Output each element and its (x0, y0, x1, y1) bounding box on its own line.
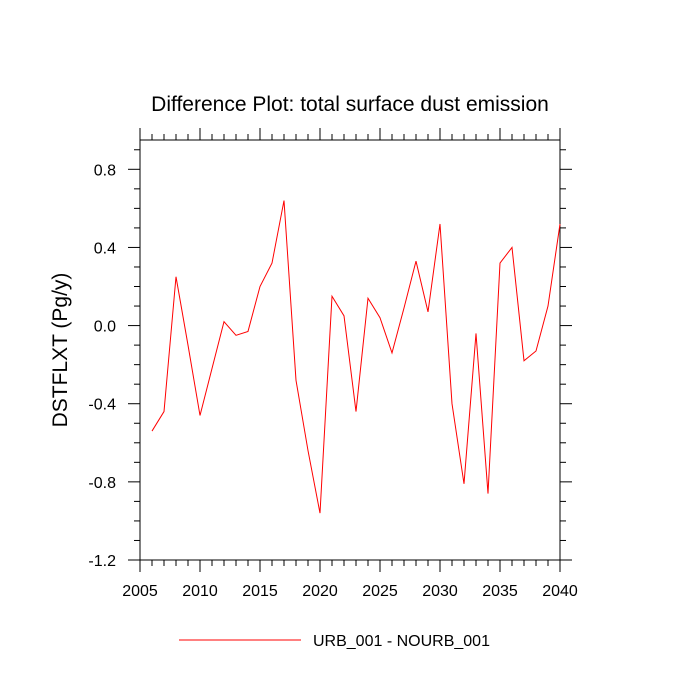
y-tick-label: 0.4 (94, 240, 116, 257)
y-axis-label-group: DSTFLXT (Pg/y) (49, 273, 72, 428)
plot-area: 2005 2010 2015 2020 2025 2030 2035 2040 -1.2 -0.8… (88, 128, 578, 600)
y-tick-label: 0.8 (94, 162, 116, 179)
series-line (151, 200, 561, 514)
x-tick-label: 2010 (182, 583, 218, 600)
x-tick-label: 2005 (122, 583, 158, 600)
chart-title: Difference Plot: total surface dust emis… (151, 93, 549, 116)
y-axis-label: DSTFLXT (Pg/y) (49, 273, 72, 428)
x-tick-label: 2030 (422, 583, 458, 600)
legend-label: URB_001 - NOURB_001 (313, 633, 490, 650)
y-tick-label: -0.4 (88, 397, 116, 414)
x-tick-label: 2025 (362, 583, 398, 600)
x-tick-label: 2020 (302, 583, 338, 600)
plot-frame (139, 139, 561, 561)
y-tick-label: 0.0 (94, 319, 116, 336)
legend: URB_001 - NOURB_001 (179, 633, 490, 650)
y-tick-label: -1.2 (88, 553, 116, 570)
x-tick-label: 2040 (542, 583, 578, 600)
x-tick-label: 2035 (482, 583, 518, 600)
y-tick-label: -0.8 (88, 475, 116, 492)
x-tick-label: 2015 (242, 583, 278, 600)
